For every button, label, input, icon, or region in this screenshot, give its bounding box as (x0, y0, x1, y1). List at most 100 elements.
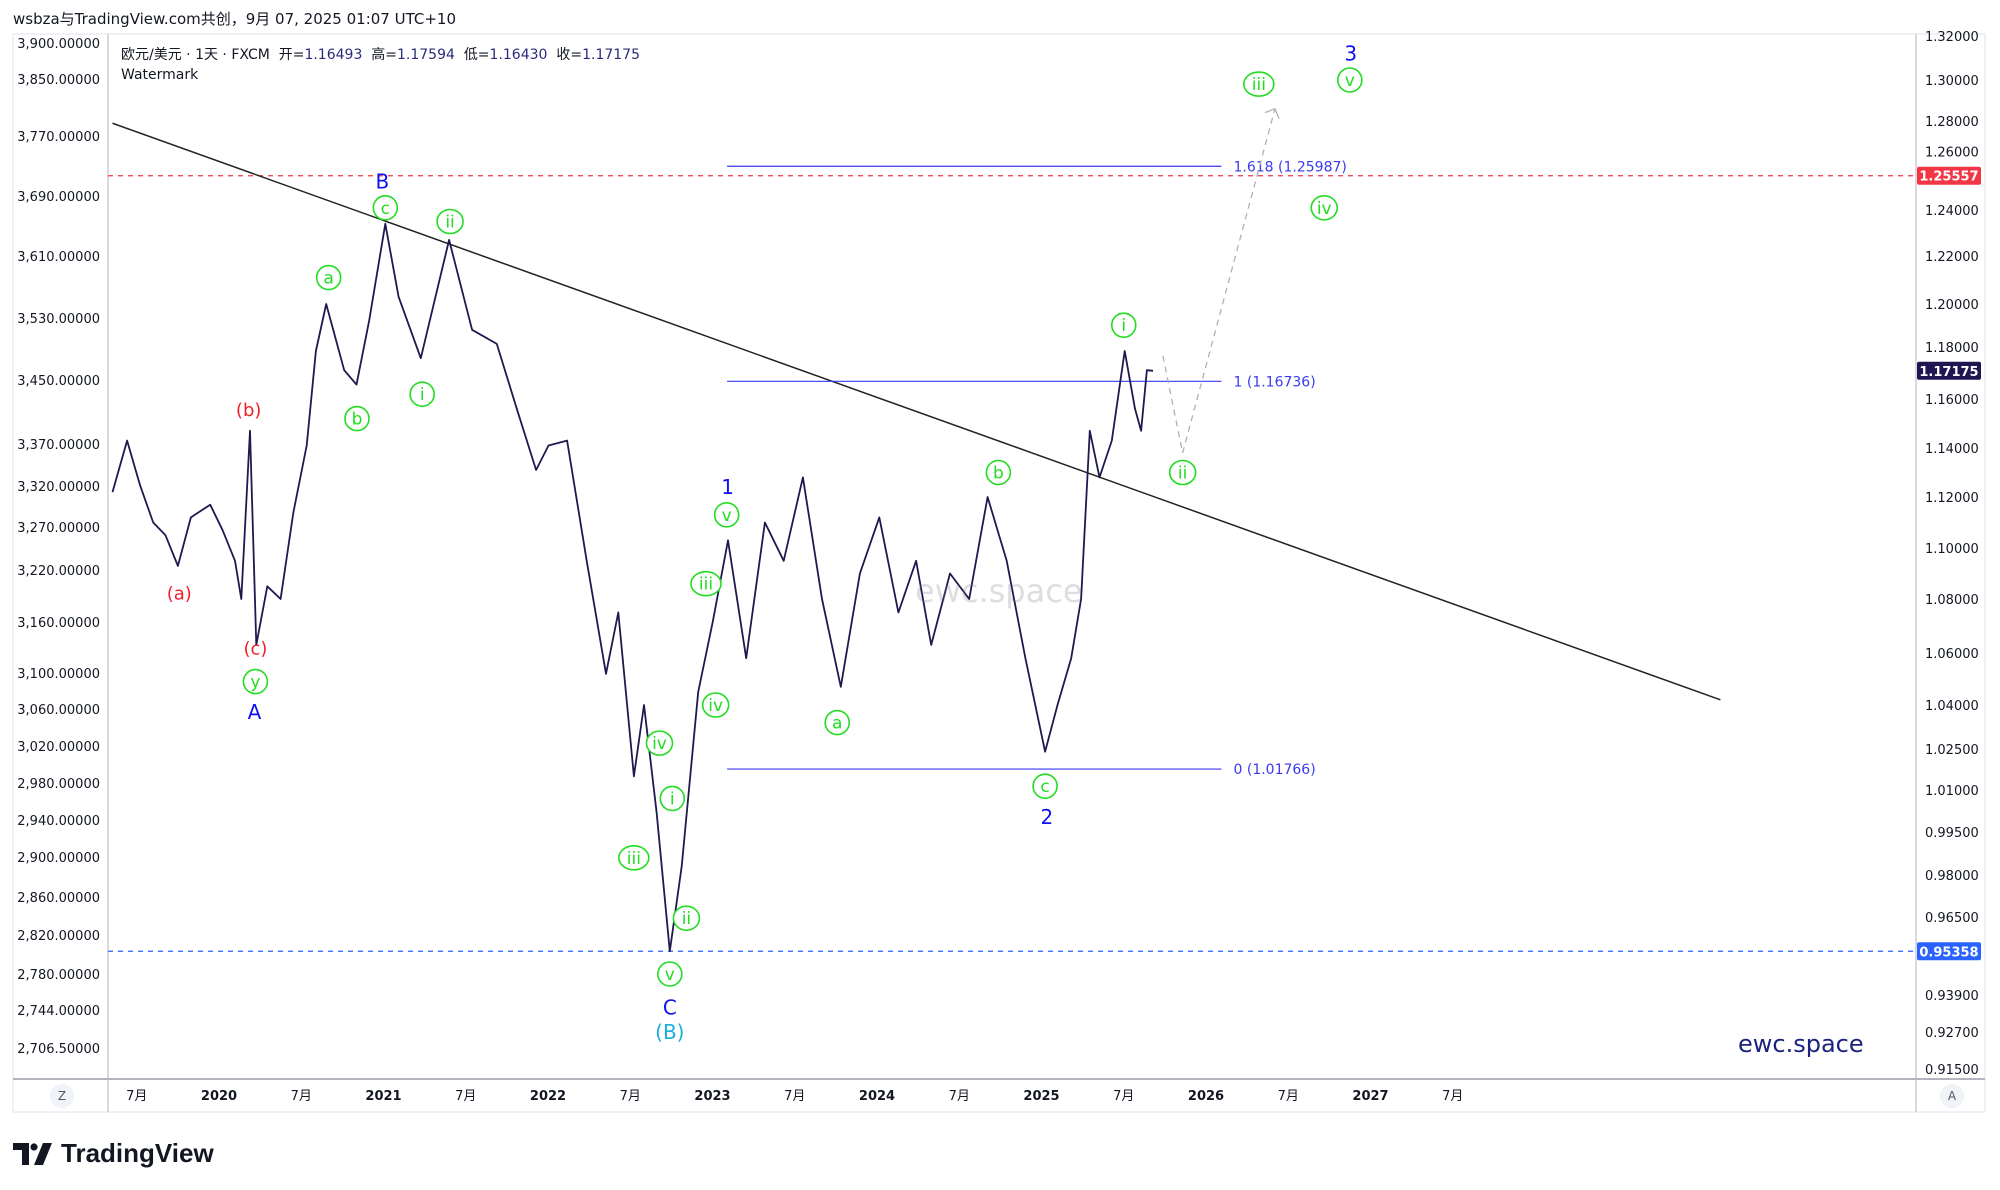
left-axis-tick: 2,940.00000 (17, 814, 100, 829)
right-axis-tick: 1.28000 (1925, 115, 1979, 130)
wave-label: ii (445, 213, 454, 233)
wave-label: iii (1252, 75, 1266, 95)
wave-label: c (381, 199, 390, 219)
left-axis-tick: 2,820.00000 (17, 929, 100, 944)
left-axis-tick: 3,270.00000 (17, 521, 100, 536)
price-badge-last (1917, 361, 1981, 380)
wave-label: iii (699, 575, 713, 595)
fib-level-label: 1.618 (1.25987) (1234, 159, 1347, 175)
price-badge-red (1917, 166, 1981, 185)
auto-scale-button[interactable]: A (1940, 1084, 1964, 1108)
time-axis-tick: 7月 (620, 1089, 641, 1104)
wave-label: (a) (167, 584, 192, 605)
wave-label-circle (645, 730, 674, 756)
brand-watermark: ewc.space (1738, 1030, 1864, 1058)
right-axis-tick: 1.01000 (1925, 784, 1979, 799)
tradingview-logo-icon (13, 1142, 52, 1165)
wave-label: b (352, 410, 363, 430)
left-axis-tick: 3,530.00000 (17, 312, 100, 327)
wave-label-circle (985, 459, 1012, 486)
open-value: 1.16493 (304, 47, 363, 63)
right-axis-tick: 1.30000 (1925, 74, 1979, 89)
time-axis-tick: 7月 (1442, 1089, 1463, 1104)
right-axis-tick: 0.99500 (1925, 826, 1979, 841)
price-badge-blue (1917, 942, 1981, 961)
wave-label-circle (618, 844, 650, 871)
left-axis-tick: 3,900.00000 (17, 37, 100, 52)
price-badge-label: 1.25557 (1919, 170, 1978, 185)
right-axis-tick: 1.02500 (1925, 743, 1979, 758)
left-axis-tick: 3,770.00000 (17, 130, 100, 145)
time-axis-tick: 7月 (1278, 1089, 1299, 1104)
time-axis-tick: 7月 (949, 1089, 970, 1104)
right-axis-tick: 1.14000 (1925, 442, 1979, 457)
chart-frame (12, 33, 1986, 1113)
wave-label: i (670, 789, 675, 809)
time-axis-tick: 7月 (291, 1089, 312, 1104)
right-axis-tick: 1.22000 (1925, 250, 1979, 265)
left-axis-tick: 3,370.00000 (17, 438, 100, 453)
right-axis-tick: 1.20000 (1925, 298, 1979, 313)
left-axis-tick: 3,020.00000 (17, 740, 100, 755)
left-axis-tick: 3,450.00000 (17, 374, 100, 389)
right-axis-tick: 1.32000 (1925, 30, 1979, 45)
wave-label: v (1345, 71, 1355, 91)
right-axis-tick: 1.04000 (1925, 699, 1979, 714)
time-axis-tick: 7月 (126, 1089, 147, 1104)
open-label: 开= (278, 47, 305, 63)
high-label: 高= (371, 47, 397, 63)
price-badge-label: 0.95358 (1919, 945, 1978, 960)
wave-label-circle (1110, 312, 1137, 338)
wave-label-circle (1168, 459, 1197, 486)
left-axis-tick: 2,780.00000 (17, 968, 100, 983)
price-line (111, 222, 1154, 953)
symbol-legend: 欧元/美元 · 1天 · FXCM 开=1.16493 高=1.17594 低=… (121, 44, 640, 64)
right-axis-tick: 1.12000 (1925, 491, 1979, 506)
time-axis-tick: 2021 (365, 1089, 401, 1104)
wave-label: i (420, 385, 425, 405)
right-axis-tick: 0.91500 (1925, 1063, 1979, 1078)
left-axis-mode-button[interactable]: Z (50, 1084, 74, 1108)
wave-label: C (663, 995, 677, 1019)
wave-label-circle (242, 668, 269, 695)
wave-label: (b) (236, 400, 261, 421)
wave-label-circle (713, 502, 740, 528)
wave-label-circle (1032, 773, 1058, 799)
symbol-name: 欧元/美元 · 1天 · FXCM (121, 47, 270, 63)
left-axis-tick: 2,900.00000 (17, 851, 100, 866)
left-axis-tick: 2,980.00000 (17, 777, 100, 792)
wave-label: 3 (1344, 42, 1357, 66)
wave-label: c (1040, 777, 1049, 797)
fib-level-label: 0 (1.01766) (1234, 762, 1316, 778)
right-axis-tick: 1.16000 (1925, 393, 1979, 408)
left-axis-tick: 2,860.00000 (17, 891, 100, 906)
right-axis-tick: 1.08000 (1925, 593, 1979, 608)
wave-label: iii (627, 849, 641, 869)
low-label: 低= (463, 47, 490, 63)
plot-area: 1.618 (1.25987) 1 (1.16736) 0 (1.01766) (a)… (108, 42, 1916, 1044)
wave-label-circle (372, 195, 399, 221)
projection-arrowhead-icon (1264, 107, 1280, 119)
left-axis-tick: 3,320.00000 (17, 480, 100, 495)
wave-label: iv (1317, 199, 1332, 219)
left-axis-tick: 3,850.00000 (17, 73, 100, 88)
time-axis-tick: 2023 (694, 1089, 730, 1104)
time-axis-tick: 2024 (859, 1089, 895, 1104)
time-axis-tick: 7月 (784, 1089, 805, 1104)
right-axis-tick: 1.24000 (1925, 204, 1979, 219)
wave-label: A (248, 700, 262, 724)
wave-label-circle (344, 405, 370, 432)
tradingview-logo[interactable]: TradingView (13, 1138, 214, 1169)
left-axis-tick: 3,690.00000 (17, 190, 100, 205)
right-axis-tick: 0.92700 (1925, 1026, 1979, 1041)
wave-label-circle (315, 264, 342, 291)
wave-label: 2 (1041, 805, 1054, 829)
wave-label: ii (682, 909, 691, 929)
left-axis-tick: 3,160.00000 (17, 616, 100, 631)
wave-label-circle (409, 381, 435, 408)
fib-level-label: 1 (1.16736) (1234, 374, 1316, 390)
wave-label: 1 (721, 475, 734, 499)
right-axis-tick: 1.18000 (1925, 341, 1979, 356)
wave-label-circle (690, 570, 722, 597)
